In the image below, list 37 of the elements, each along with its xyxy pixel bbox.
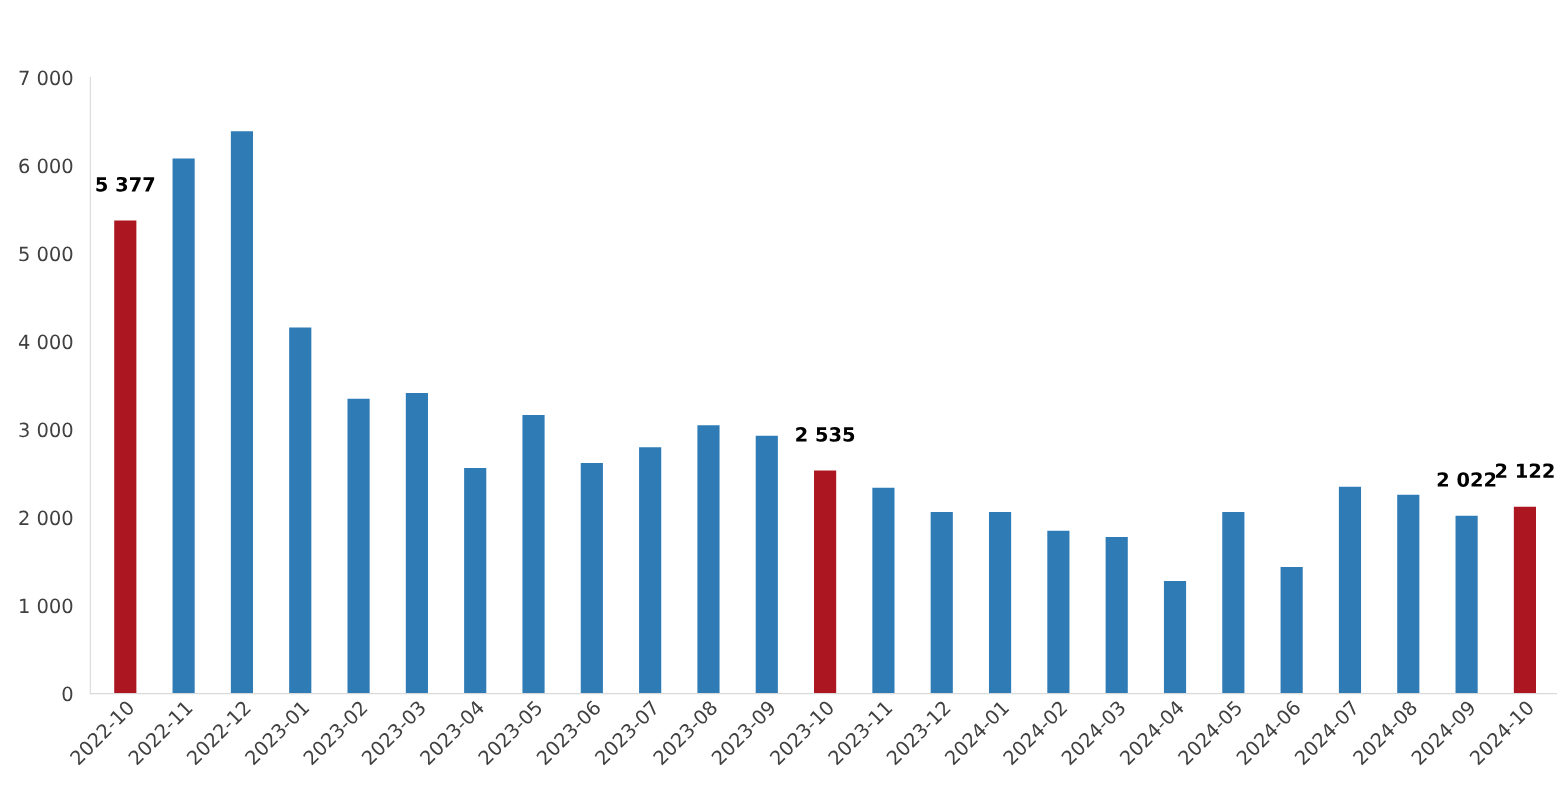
bar [580, 463, 603, 694]
bar [1397, 494, 1420, 694]
bar [1513, 506, 1537, 694]
bar [930, 511, 953, 694]
bar [755, 435, 778, 694]
y-tick-label: 7 000 [19, 70, 73, 86]
y-tick-label: 6 000 [19, 158, 73, 174]
bar [405, 393, 428, 694]
y-tick-label: 2 000 [19, 510, 73, 526]
y-tick-label: 4 000 [18, 334, 73, 350]
bar [639, 447, 662, 694]
y-tick-label: 5 000 [19, 246, 73, 262]
data-label: 5 377 [96, 176, 155, 192]
bar [1455, 515, 1478, 694]
bar [814, 470, 837, 694]
bar [1338, 486, 1362, 694]
bar [1047, 530, 1070, 694]
bar [522, 415, 545, 694]
bar [988, 511, 1012, 694]
bar [289, 327, 312, 694]
y-tick-label: 3 000 [19, 422, 73, 438]
bar [1105, 536, 1128, 694]
y-tick-label: 0 [62, 686, 73, 702]
bar [872, 487, 895, 694]
y-tick-label: 1 000 [20, 598, 73, 614]
bar [230, 131, 254, 694]
bar [1222, 511, 1245, 694]
bar [464, 467, 487, 694]
bar [697, 425, 720, 694]
bar [1280, 566, 1303, 694]
bar [1163, 580, 1187, 694]
data-label: 2 535 [796, 427, 855, 442]
bar [114, 220, 137, 694]
bar [347, 398, 370, 694]
data-label: 2 122 [1496, 463, 1554, 478]
data-label: 2 022 [1437, 472, 1496, 487]
bar [172, 158, 195, 694]
